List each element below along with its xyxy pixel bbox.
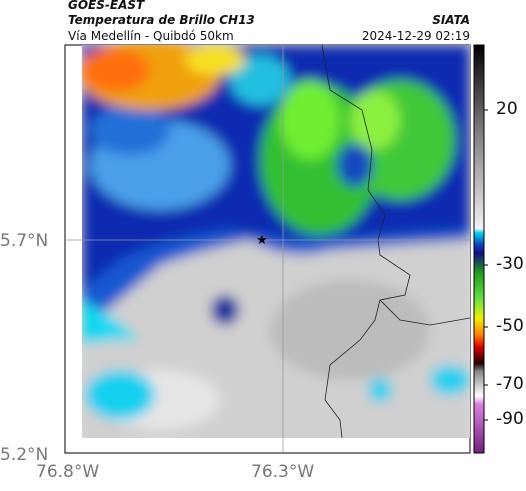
border — [321, 45, 411, 438]
imagery — [82, 45, 470, 438]
colorbar-label: -30 — [496, 254, 524, 274]
colorbar-label: 20 — [496, 99, 518, 119]
colorbar — [473, 44, 485, 454]
lat-label: 5.7°N — [0, 231, 49, 251]
colorbar-label: -70 — [496, 374, 524, 394]
border — [379, 299, 470, 326]
colorbar-label: -50 — [496, 316, 524, 336]
timestamp: 2024-12-29 02:19 — [361, 29, 470, 43]
location-marker: ★ — [256, 233, 268, 248]
route: Vía Medellín - Quibdó 50km — [68, 29, 234, 43]
lon-label: 76.3°W — [251, 462, 315, 482]
lat-label: 5.2°N — [0, 445, 49, 465]
brand: SIATA — [432, 13, 470, 27]
lon-label: 76.8°W — [36, 462, 100, 482]
title: Temperatura de Brillo CH13 — [68, 13, 255, 27]
colorbar-label: -90 — [496, 409, 524, 429]
colorbar-ticks — [484, 109, 488, 421]
source: GOES-EAST — [68, 0, 145, 12]
